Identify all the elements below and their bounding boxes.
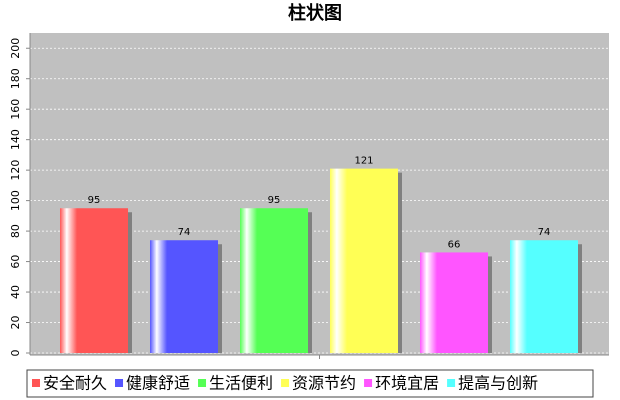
- bar: [510, 240, 578, 353]
- value-label: 66: [448, 239, 461, 250]
- chart-title: 柱状图: [288, 2, 342, 24]
- y-tick-label: 140: [9, 129, 22, 150]
- y-tick-label: 160: [9, 99, 22, 120]
- legend-swatch: [32, 379, 40, 387]
- bar: [150, 240, 218, 353]
- y-tick-label: 120: [9, 160, 22, 181]
- value-label: 74: [538, 227, 551, 238]
- y-tick-label: 180: [9, 68, 22, 89]
- legend-label: 安全耐久: [43, 374, 107, 393]
- y-tick-label: 20: [9, 316, 22, 330]
- legend-swatch: [281, 379, 290, 387]
- bar: [60, 208, 128, 353]
- y-tick-label: 0: [9, 350, 22, 357]
- legend-label: 资源节约: [292, 374, 356, 393]
- value-label: 95: [268, 195, 281, 206]
- legend-label: 生活便利: [209, 374, 273, 393]
- y-tick-label: 100: [9, 190, 22, 211]
- legend-swatch: [447, 379, 456, 387]
- legend-label: 环境宜居: [375, 374, 439, 393]
- legend-swatch: [115, 379, 124, 387]
- legend-label: 提高与创新: [458, 374, 538, 393]
- legend-swatch: [364, 379, 373, 387]
- y-tick-label: 40: [9, 285, 22, 299]
- legend-label: 健康舒适: [126, 374, 190, 393]
- bar: [330, 168, 398, 353]
- bar: [240, 208, 308, 353]
- legend-swatch: [198, 379, 207, 387]
- y-tick-label: 200: [9, 38, 22, 59]
- value-label: 74: [178, 227, 191, 238]
- bar: [420, 252, 488, 353]
- value-label: 95: [88, 195, 101, 206]
- value-label: 121: [354, 156, 373, 167]
- y-tick-label: 80: [9, 224, 22, 238]
- y-tick-label: 60: [9, 255, 22, 269]
